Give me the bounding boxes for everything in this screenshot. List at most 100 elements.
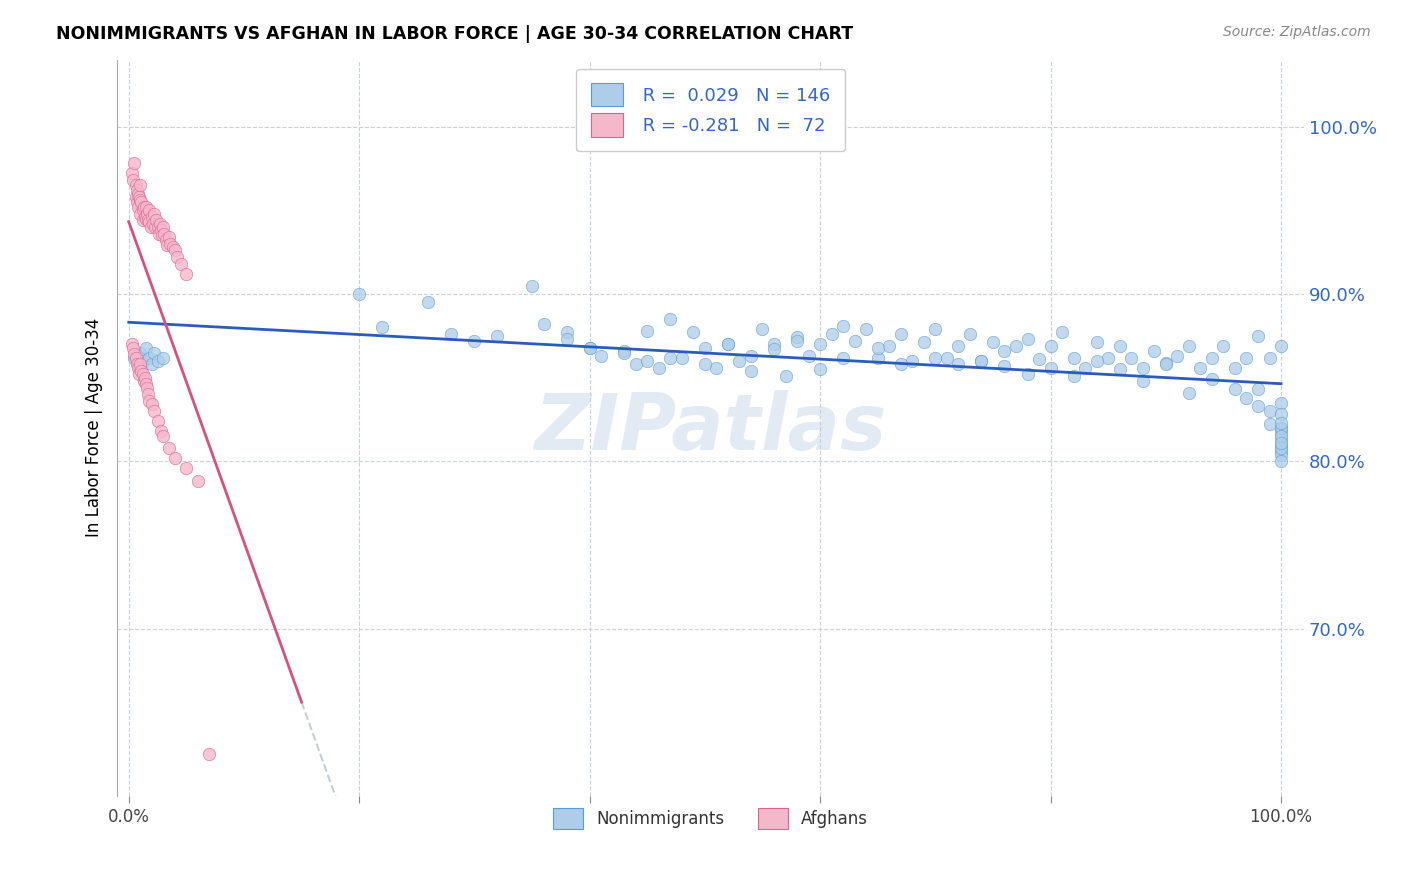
Point (717, 337, 740, 351)
Point (124, 347, 146, 361)
Point (1223, 382, 1246, 396)
Point (1270, 421, 1292, 435)
Point (122, 173, 145, 187)
Point (591, 349, 613, 363)
Point (866, 341, 889, 355)
Point (751, 322, 773, 336)
Point (135, 341, 157, 355)
Point (440, 327, 463, 342)
Point (141, 357, 163, 371)
Point (1201, 372, 1223, 386)
Point (418, 295, 440, 310)
Point (141, 397, 163, 411)
Point (138, 203, 160, 218)
Point (659, 312, 682, 326)
Point (820, 327, 842, 342)
Point (706, 360, 728, 375)
Point (520, 278, 543, 293)
Point (970, 354, 993, 368)
Point (763, 337, 786, 351)
Point (844, 334, 866, 348)
Point (128, 368, 150, 382)
Point (1108, 339, 1130, 353)
Point (1063, 368, 1085, 383)
Point (155, 233, 177, 247)
Point (142, 217, 165, 231)
Point (578, 341, 600, 355)
Text: Source: ZipAtlas.com: Source: ZipAtlas.com (1223, 25, 1371, 39)
Point (775, 368, 797, 383)
Point (157, 441, 180, 455)
Point (486, 328, 509, 343)
Point (198, 747, 221, 762)
Point (125, 183, 148, 197)
Point (1212, 339, 1234, 353)
Point (127, 200, 149, 214)
Point (1017, 332, 1039, 346)
Point (659, 351, 682, 365)
Point (1247, 328, 1270, 343)
Point (129, 178, 152, 193)
Point (1017, 368, 1039, 382)
Point (1258, 351, 1281, 365)
Point (159, 236, 181, 251)
Point (1270, 421, 1292, 435)
Point (132, 374, 155, 388)
Point (143, 345, 166, 359)
Point (169, 257, 191, 271)
Point (1178, 385, 1201, 400)
Point (693, 357, 716, 371)
Point (1085, 354, 1108, 368)
Point (149, 424, 172, 438)
Point (797, 349, 820, 363)
Point (156, 238, 179, 252)
Point (1074, 360, 1097, 375)
Point (648, 360, 671, 375)
Point (152, 351, 174, 365)
Point (1005, 339, 1028, 353)
Point (1270, 441, 1292, 455)
Point (1223, 360, 1246, 375)
Point (135, 211, 157, 226)
Point (1154, 357, 1177, 371)
Point (128, 190, 150, 204)
Point (1247, 399, 1270, 413)
Point (125, 194, 148, 209)
Point (131, 203, 153, 218)
Point (143, 206, 166, 220)
Point (578, 341, 600, 355)
Point (176, 267, 198, 281)
Point (146, 354, 169, 368)
Point (693, 341, 716, 355)
Point (139, 219, 162, 234)
Point (1236, 351, 1258, 365)
Point (135, 377, 157, 392)
Point (808, 337, 831, 351)
Point (135, 200, 157, 214)
Point (141, 210, 163, 224)
Point (148, 227, 170, 241)
Point (1121, 351, 1143, 365)
Point (1270, 395, 1292, 409)
Point (1108, 362, 1130, 376)
Point (613, 345, 636, 359)
Point (129, 345, 152, 359)
Point (149, 223, 172, 237)
Point (138, 351, 160, 365)
Point (1039, 360, 1062, 375)
Point (728, 354, 751, 368)
Point (682, 326, 704, 340)
Point (1270, 454, 1292, 468)
Point (1085, 335, 1108, 350)
Point (1270, 439, 1292, 453)
Point (624, 357, 647, 371)
Point (131, 354, 153, 368)
Point (127, 360, 149, 375)
Point (131, 213, 153, 227)
Point (1270, 448, 1292, 462)
Point (970, 354, 993, 368)
Text: NONIMMIGRANTS VS AFGHAN IN LABOR FORCE | AGE 30-34 CORRELATION CHART: NONIMMIGRANTS VS AFGHAN IN LABOR FORCE |… (56, 25, 853, 43)
Point (890, 357, 912, 371)
Point (146, 219, 169, 234)
Point (122, 341, 145, 355)
